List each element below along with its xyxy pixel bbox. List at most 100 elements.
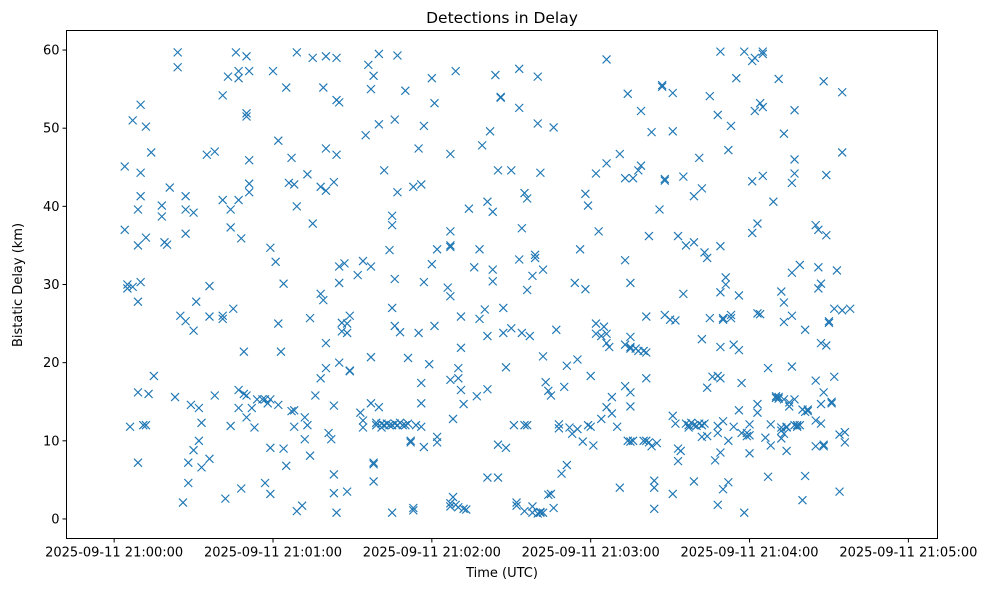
- data-point: [273, 319, 283, 328]
- data-point: [374, 49, 384, 59]
- data-point: [340, 258, 349, 268]
- data-point: [501, 443, 511, 453]
- data-point: [787, 311, 797, 321]
- data-point: [565, 423, 574, 432]
- data-point: [403, 353, 413, 363]
- data-point: [573, 424, 582, 434]
- data-point: [798, 495, 807, 505]
- data-point: [459, 399, 469, 409]
- y-tick-label: 50: [43, 122, 60, 137]
- data-point: [149, 371, 159, 381]
- data-point: [408, 505, 418, 515]
- data-point: [186, 400, 196, 410]
- data-point: [379, 165, 389, 175]
- data-point: [753, 399, 762, 409]
- data-point: [387, 508, 397, 518]
- data-point: [181, 205, 191, 214]
- data-point: [745, 430, 754, 440]
- data-point: [716, 241, 725, 251]
- data-point: [535, 168, 545, 178]
- data-point: [705, 91, 715, 101]
- data-point: [514, 255, 524, 264]
- data-point: [596, 414, 606, 424]
- data-point: [533, 119, 543, 128]
- data-point: [287, 153, 296, 163]
- data-point: [453, 363, 463, 373]
- data-point: [813, 284, 823, 293]
- data-point: [782, 422, 792, 432]
- data-point: [483, 473, 492, 482]
- data-point: [189, 208, 198, 218]
- data-point: [522, 194, 532, 203]
- data-point: [729, 422, 739, 432]
- data-point: [366, 352, 376, 362]
- data-point: [144, 389, 153, 399]
- data-point: [779, 129, 789, 139]
- data-point: [734, 345, 744, 355]
- data-point: [713, 428, 723, 438]
- data-point: [445, 375, 455, 385]
- data-point: [533, 72, 543, 82]
- data-point: [734, 405, 744, 415]
- data-point: [702, 431, 712, 441]
- data-point: [236, 484, 246, 493]
- data-point: [210, 391, 220, 400]
- data-point: [242, 51, 251, 61]
- data-point: [387, 211, 397, 221]
- data-point: [726, 313, 736, 323]
- data-point: [792, 420, 802, 430]
- data-point: [334, 358, 344, 368]
- data-point: [183, 478, 193, 488]
- tick-layer: 2025-09-11 21:00:00 2025-09-11 21:01:00 20…: [43, 44, 977, 561]
- data-point: [445, 291, 455, 301]
- data-point: [448, 414, 458, 424]
- x-tick-label: 2025-09-11 21:02:00: [363, 546, 501, 561]
- data-point: [790, 169, 799, 178]
- plot-frame: [66, 30, 938, 539]
- data-point: [242, 391, 251, 400]
- data-point: [205, 312, 214, 321]
- data-point: [424, 359, 434, 369]
- data-point: [226, 223, 236, 232]
- data-point: [787, 178, 797, 188]
- data-point: [520, 188, 529, 198]
- data-point: [586, 422, 596, 432]
- data-point: [205, 454, 214, 464]
- data-point: [157, 201, 167, 210]
- data-point: [557, 469, 566, 479]
- data-point: [811, 416, 821, 425]
- data-point: [395, 327, 405, 337]
- x-tick-label: 2025-09-11 21:04:00: [680, 546, 818, 561]
- data-point: [689, 191, 699, 201]
- data-point: [136, 277, 146, 287]
- data-point: [461, 505, 471, 514]
- data-point: [289, 405, 299, 415]
- data-point: [644, 231, 654, 241]
- data-point: [625, 342, 635, 352]
- data-point: [684, 423, 694, 432]
- data-point: [366, 398, 376, 408]
- data-point: [453, 373, 463, 383]
- data-point: [803, 406, 813, 416]
- data-point: [694, 153, 704, 163]
- data-point: [776, 434, 786, 443]
- data-point: [766, 441, 776, 450]
- data-point: [488, 265, 498, 275]
- x-tick-label: 2025-09-11 21:00:00: [45, 546, 183, 561]
- data-point: [573, 355, 582, 364]
- data-point: [580, 284, 590, 294]
- data-point: [202, 150, 212, 160]
- data-point: [673, 231, 683, 241]
- data-point: [819, 387, 829, 397]
- data-point: [329, 177, 339, 187]
- data-point: [795, 260, 805, 270]
- data-point: [811, 441, 821, 451]
- data-point: [625, 437, 635, 446]
- data-point: [620, 381, 630, 391]
- data-point: [827, 397, 837, 407]
- data-point: [644, 437, 654, 447]
- data-point: [493, 165, 503, 175]
- data-point: [353, 270, 363, 280]
- data-point: [483, 197, 492, 207]
